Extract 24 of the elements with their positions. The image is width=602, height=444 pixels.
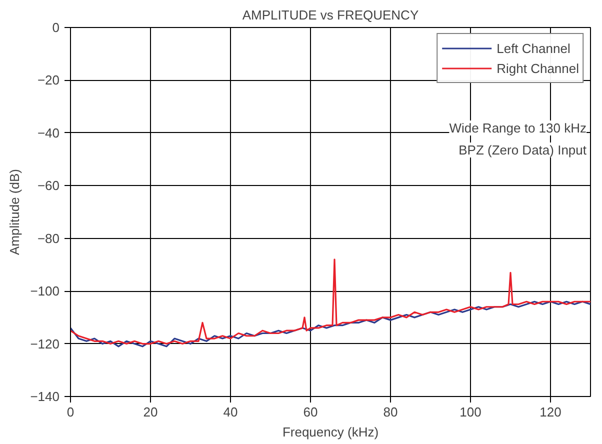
annotation: BPZ (Zero Data) Input xyxy=(458,142,587,158)
y-tick-label: −120 xyxy=(30,336,60,352)
chart-title: AMPLITUDE vs FREQUENCY xyxy=(242,8,419,22)
x-tick-label: 120 xyxy=(540,404,562,420)
legend-label: Right Channel xyxy=(496,60,579,76)
y-tick-label: 0 xyxy=(52,20,60,35)
annotation: Wide Range to 130 kHz xyxy=(449,120,587,136)
legend-label: Left Channel xyxy=(496,40,570,56)
y-axis-title: Amplitude (dB) xyxy=(7,169,22,255)
y-tick-label: −140 xyxy=(30,389,60,404)
x-tick-label: 80 xyxy=(383,404,398,420)
y-tick-label: −40 xyxy=(37,125,60,140)
x-tick-label: 40 xyxy=(223,404,238,420)
y-tick-label: −20 xyxy=(37,72,60,88)
y-tick-label: −80 xyxy=(37,230,60,246)
line-series xyxy=(70,300,590,348)
y-tick-label: −100 xyxy=(30,284,60,299)
x-tick-label: 60 xyxy=(303,404,318,420)
x-tick-label: 100 xyxy=(460,404,482,420)
y-tick-label: −60 xyxy=(37,178,60,194)
line-series xyxy=(70,258,590,345)
x-tick-label: 20 xyxy=(143,404,158,420)
x-axis-title: Frequency (kHz) xyxy=(282,424,379,440)
x-tick-label: 0 xyxy=(66,404,74,420)
